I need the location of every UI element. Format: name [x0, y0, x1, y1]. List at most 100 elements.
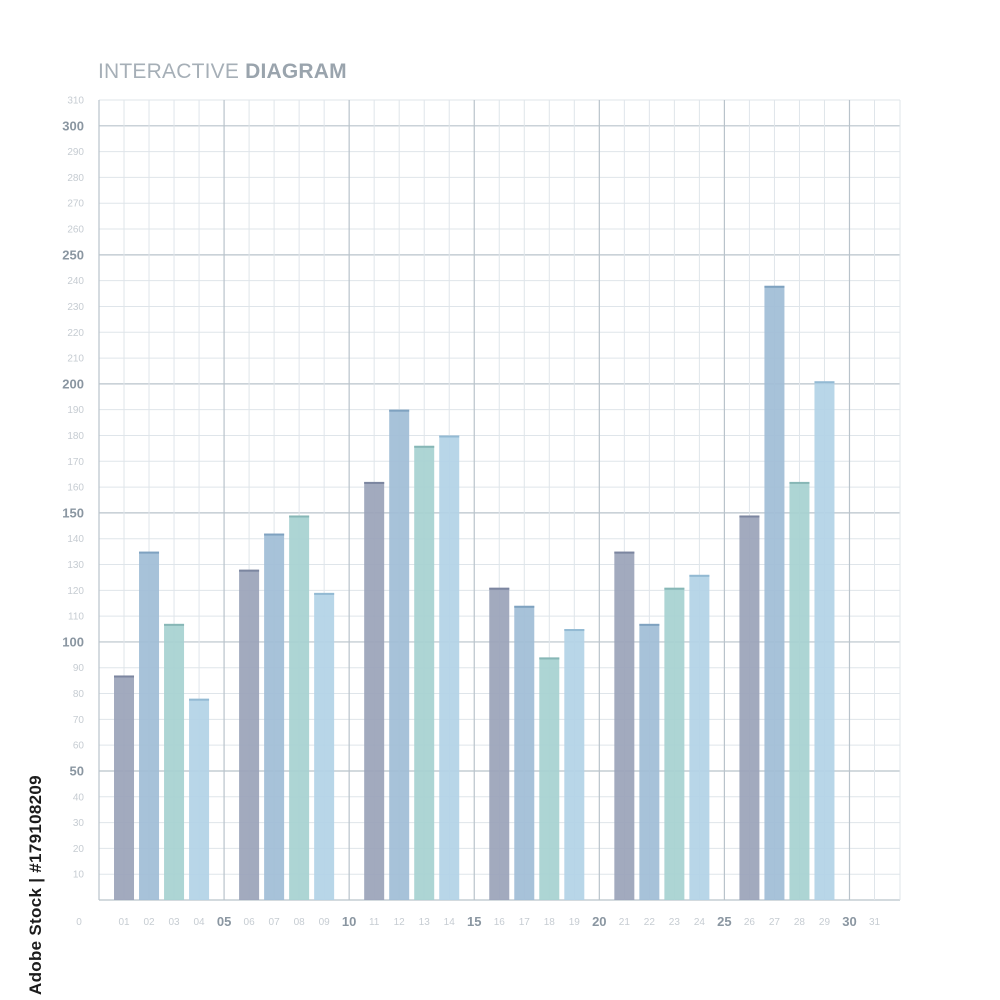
y-tick-label: 280 [67, 173, 84, 184]
x-tick-label: 16 [494, 917, 506, 928]
x-tick-label: 02 [143, 917, 155, 928]
x-tick-label: 28 [794, 917, 806, 928]
x-tick-label: 27 [769, 917, 781, 928]
y-tick-label: 110 [68, 612, 84, 623]
x-tick-label: 21 [619, 917, 631, 928]
bar [289, 515, 310, 900]
bar [614, 551, 635, 900]
y-tick-label-major: 150 [62, 505, 84, 520]
bar [764, 285, 785, 900]
bar-top-edge [289, 515, 310, 518]
bar [564, 629, 585, 900]
bar [664, 587, 685, 900]
bar [439, 435, 460, 900]
bar-top-edge [239, 569, 260, 572]
bar [239, 569, 260, 900]
y-tick-label: 170 [67, 457, 84, 468]
x-tick-label: 03 [168, 917, 180, 928]
y-tick-label: 80 [73, 689, 85, 700]
x-tick-label: 06 [244, 917, 256, 928]
x-tick-label: 07 [269, 917, 281, 928]
bar [139, 551, 160, 900]
side-credit: Adobe Stock | #179108209 [26, 775, 45, 995]
bar-top-edge [564, 629, 585, 632]
bar-top-edge [414, 445, 435, 448]
y-tick-label: 60 [73, 741, 85, 752]
x-tick-label: 23 [669, 917, 681, 928]
bar [689, 574, 710, 900]
y-tick-label: 240 [67, 276, 84, 287]
y-tick-label: 70 [73, 715, 85, 726]
y-tick-label: 210 [67, 354, 84, 365]
x-tick-label: 19 [569, 917, 581, 928]
bar-top-edge [514, 605, 535, 608]
bar-top-edge [164, 623, 185, 626]
bar [539, 657, 560, 900]
x-tick-label: 24 [694, 917, 706, 928]
x-tick-label: 04 [194, 917, 206, 928]
bar-top-edge [689, 574, 710, 577]
bar-top-edge [789, 481, 810, 484]
y-tick-label: 10 [73, 870, 85, 881]
y-tick-label-major: 250 [62, 247, 84, 262]
x-tick-label-major: 15 [467, 914, 481, 929]
bar-top-edge [389, 409, 410, 412]
bar-top-edge [764, 285, 785, 288]
bar [739, 515, 760, 900]
y-tick-label: 270 [67, 199, 84, 210]
x-tick-label-major: 30 [842, 914, 856, 929]
y-tick-label: 30 [73, 818, 85, 829]
y-tick-label: 120 [67, 586, 84, 597]
bar-top-edge [439, 435, 460, 438]
x-tick-label: 08 [294, 917, 306, 928]
bar-top-edge [489, 587, 510, 590]
bar-top-edge [539, 657, 560, 660]
bar [164, 623, 185, 900]
bar-top-edge [314, 592, 335, 595]
bar-top-edge [264, 533, 285, 536]
bar-top-edge [139, 551, 160, 554]
bar-top-edge [114, 675, 135, 678]
y-tick-label: 130 [67, 560, 84, 571]
bar [264, 533, 285, 900]
x-tick-label-major: 05 [217, 914, 231, 929]
bar-top-edge [814, 381, 835, 384]
y-tick-label: 220 [67, 328, 84, 339]
bar [489, 587, 510, 900]
y-tick-label: 40 [73, 792, 85, 803]
y-tick-label: 310 [67, 96, 84, 107]
y-tick-label: 160 [67, 483, 84, 494]
bar [314, 592, 335, 900]
bar [639, 623, 660, 900]
bar-top-edge [189, 698, 210, 701]
x-axis-ticks: 0 01 02 03 04 05 06 07 08 09 10 11 12 13 14 15 16 17 18 19 2… [76, 914, 880, 929]
x-tick-label-major: 10 [342, 914, 356, 929]
y-tick-label-major: 300 [62, 118, 84, 133]
x-tick-label: 12 [394, 917, 406, 928]
y-tick-label: 190 [67, 405, 84, 416]
y-tick-label: 260 [67, 225, 84, 236]
y-tick-label: 90 [73, 663, 85, 674]
x-tick-label-major: 20 [592, 914, 606, 929]
bar [364, 481, 385, 900]
y-tick-label-major: 50 [70, 763, 84, 778]
x-tick-label: 09 [319, 917, 331, 928]
x-tick-label: 11 [369, 917, 380, 928]
y-tick-label: 230 [67, 302, 84, 313]
bar [514, 605, 535, 900]
chart-title-light: INTERACTIVE [98, 60, 240, 83]
bar [389, 409, 410, 900]
x-tick-label: 17 [519, 917, 531, 928]
y-tick-label: 290 [67, 147, 84, 158]
bar [189, 698, 210, 900]
bars [114, 285, 835, 901]
chart-title: INTERACTIVE DIAGRAM [98, 60, 347, 84]
y-tick-label: 20 [73, 844, 85, 855]
bar [114, 675, 135, 900]
x-tick-label: 29 [819, 917, 831, 928]
bar-top-edge [639, 623, 660, 626]
y-axis-ticks: 10 20 30 40 50 60 70 80 90 100 110 120 130 140 150 160 1… [62, 96, 84, 881]
bar [789, 481, 810, 900]
x-tick-label: 31 [869, 917, 881, 928]
